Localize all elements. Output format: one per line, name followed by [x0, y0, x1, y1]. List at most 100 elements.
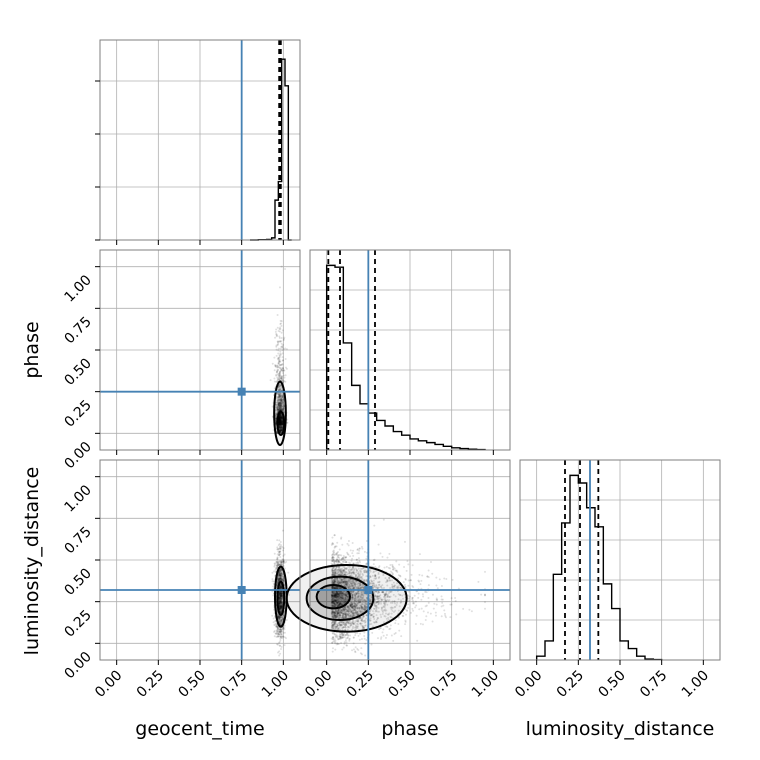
sample-point [280, 376, 283, 379]
sample-point [278, 599, 281, 602]
sample-point [354, 646, 357, 649]
sample-point [277, 401, 280, 404]
sample-point [277, 393, 280, 396]
sample-point [277, 635, 280, 638]
sample-point [279, 429, 282, 432]
sample-point [381, 631, 384, 634]
sample-point [272, 582, 275, 585]
sample-point [281, 352, 284, 355]
sample-point [279, 430, 282, 433]
sample-point [279, 579, 282, 582]
sample-point [280, 428, 283, 431]
sample-point [344, 633, 347, 636]
sample-point [438, 578, 441, 581]
sample-point [279, 591, 282, 594]
sample-point [278, 416, 281, 419]
sample-point [276, 334, 279, 337]
sample-point [281, 603, 284, 606]
sample-point [276, 556, 279, 559]
sample-point [274, 330, 277, 333]
sample-point [282, 408, 285, 411]
sample-point [275, 415, 278, 418]
sample-point [276, 395, 279, 398]
sample-point [279, 595, 282, 598]
sample-point [334, 648, 337, 651]
sample-point [277, 404, 280, 407]
sample-point [280, 426, 283, 429]
sample-point [279, 591, 282, 594]
sample-point [279, 597, 282, 600]
sample-point [276, 364, 279, 367]
sample-point [278, 421, 281, 424]
sample-point [279, 429, 282, 432]
sample-point [283, 626, 286, 629]
sample-point [349, 549, 352, 552]
sample-point [278, 423, 281, 426]
sample-point [282, 398, 285, 401]
sample-point [281, 404, 284, 407]
sample-point [278, 402, 281, 405]
sample-point [450, 597, 453, 600]
sample-point [279, 407, 282, 410]
sample-point [272, 580, 275, 583]
sample-point [280, 421, 283, 424]
sample-point [277, 564, 280, 567]
sample-point [279, 423, 282, 426]
sample-point [277, 402, 280, 405]
sample-point [279, 347, 282, 350]
sample-point [359, 632, 362, 635]
sample-point [280, 375, 283, 378]
sample-point [385, 634, 388, 637]
sample-point [280, 430, 283, 433]
sample-point [278, 616, 281, 619]
sample-point [274, 413, 277, 416]
sample-point [280, 594, 283, 597]
sample-point [278, 577, 281, 580]
sample-point [280, 405, 283, 408]
sample-point [349, 562, 352, 565]
sample-point [275, 348, 278, 351]
sample-point [280, 421, 283, 424]
sample-point [278, 423, 281, 426]
sample-point [279, 420, 282, 423]
sample-point [388, 552, 391, 555]
sample-point [275, 409, 278, 412]
sample-point [346, 636, 349, 639]
sample-point [279, 420, 282, 423]
sample-point [278, 570, 281, 573]
sample-point [277, 385, 280, 388]
sample-point [280, 421, 283, 424]
sample-point [280, 563, 283, 566]
sample-point [412, 609, 415, 612]
sample-point [280, 337, 283, 340]
sample-point [394, 622, 397, 625]
sample-point [279, 414, 282, 417]
sample-point [278, 606, 281, 609]
sample-point [274, 415, 277, 418]
sample-point [454, 596, 457, 599]
sample-point [277, 406, 280, 409]
sample-point [279, 418, 282, 421]
sample-point [278, 603, 281, 606]
sample-point [279, 399, 282, 402]
sample-point [279, 569, 282, 572]
sample-point [279, 423, 282, 426]
sample-point [279, 429, 282, 432]
sample-point [277, 385, 280, 388]
sample-point [275, 407, 278, 410]
sample-point [279, 414, 282, 417]
density-fill-geocent_time-vs-phase-1 [277, 411, 285, 436]
sample-point [281, 419, 284, 422]
sample-point [280, 425, 283, 428]
sample-point [425, 615, 428, 618]
sample-point [278, 396, 281, 399]
sample-point [280, 419, 283, 422]
sample-point [277, 361, 280, 364]
sample-point [279, 417, 282, 420]
sample-point [275, 354, 278, 357]
sample-point [279, 401, 282, 404]
sample-point [279, 418, 282, 421]
sample-point [281, 396, 284, 399]
sample-point [285, 348, 288, 351]
sample-point [279, 604, 282, 607]
